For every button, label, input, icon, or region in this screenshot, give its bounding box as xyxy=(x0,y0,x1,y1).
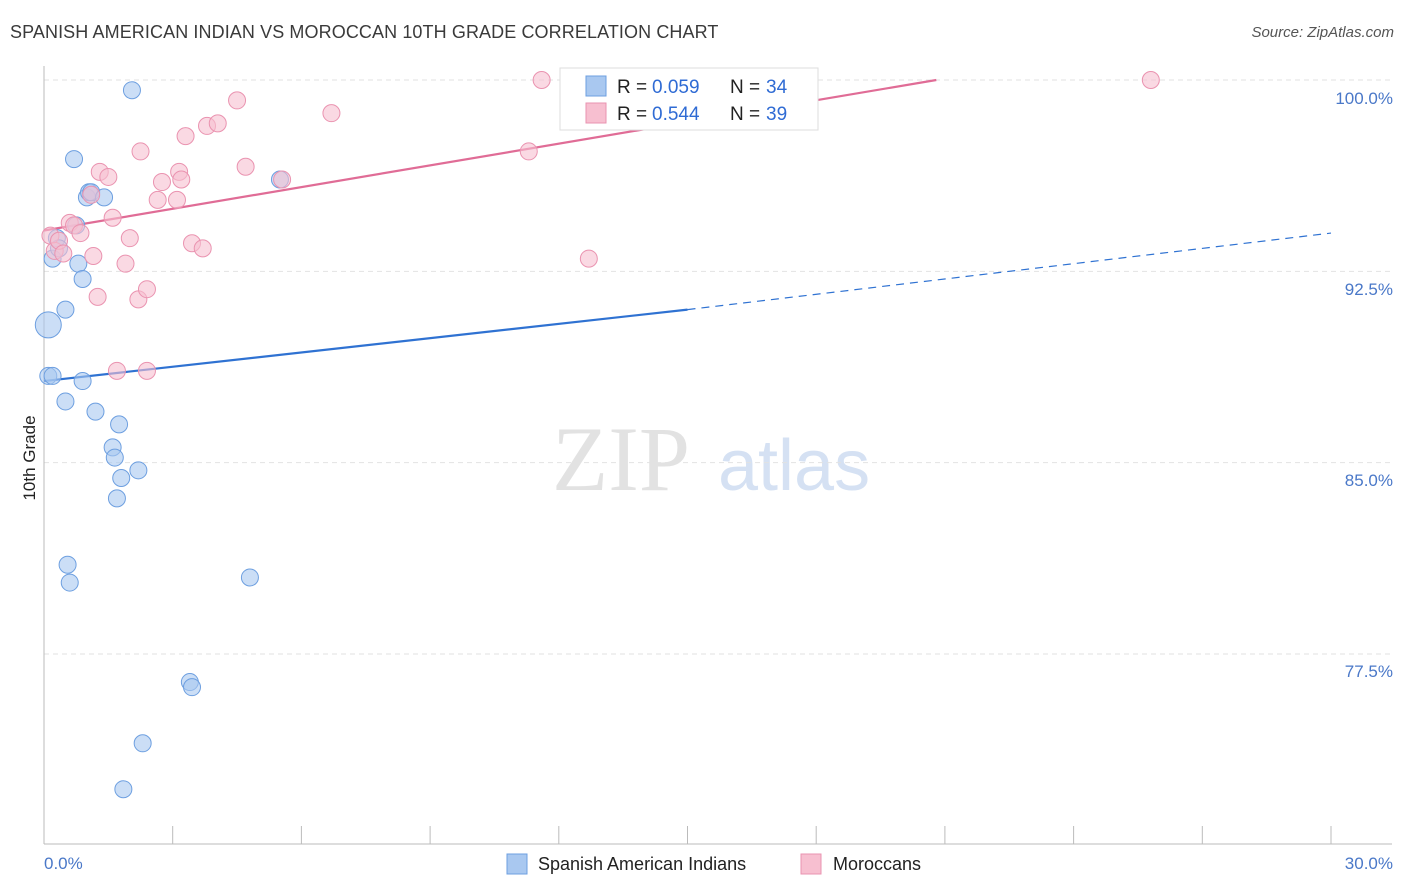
point-spanish-american-indians-29 xyxy=(133,734,152,753)
point-moroccans-33 xyxy=(579,249,598,268)
point-spanish-american-indians-22 xyxy=(107,489,126,508)
point-spanish-american-indians-9 xyxy=(69,254,88,273)
point-moroccans-3 xyxy=(54,244,73,263)
point-moroccans-26 xyxy=(208,114,227,133)
y-tick-label-85: 85.0% xyxy=(1345,471,1393,490)
legend-n-value-pink: 39 xyxy=(766,104,787,125)
point-moroccans-34 xyxy=(107,361,126,380)
x-tick-label-max: 30.0% xyxy=(1345,854,1393,873)
point-moroccans-28 xyxy=(236,157,255,176)
y-tick-label-92-5: 92.5% xyxy=(1345,280,1393,299)
legend-n-label-pink: N = xyxy=(730,104,760,125)
point-spanish-american-indians-20 xyxy=(110,415,129,434)
point-spanish-american-indians-30 xyxy=(114,780,133,799)
point-spanish-american-indians-26 xyxy=(240,568,259,587)
point-spanish-american-indians-15 xyxy=(56,300,75,319)
point-spanish-american-indians-0 xyxy=(34,311,62,339)
point-spanish-american-indians-31 xyxy=(122,81,141,100)
point-moroccans-32 xyxy=(532,71,551,89)
point-moroccans-18 xyxy=(152,173,171,192)
legend-n-label-blue: N = xyxy=(730,77,760,98)
point-spanish-american-indians-5 xyxy=(43,366,62,385)
point-spanish-american-indians-10 xyxy=(73,269,92,288)
point-moroccans-22 xyxy=(176,127,195,146)
bottom-legend-label-pink: Moroccans xyxy=(833,854,921,874)
point-moroccans-12 xyxy=(116,254,135,273)
point-moroccans-37 xyxy=(1141,71,1160,89)
point-spanish-american-indians-6 xyxy=(56,392,75,411)
point-spanish-american-indians-17 xyxy=(86,402,105,421)
point-moroccans-10 xyxy=(99,167,118,186)
legend-swatch-blue xyxy=(585,75,607,97)
y-axis-label: 10th Grade xyxy=(20,415,39,500)
legend-swatch-pink xyxy=(585,102,607,124)
point-moroccans-7 xyxy=(84,247,103,266)
point-moroccans-31 xyxy=(519,142,538,161)
x-tick-label-min: 0.0% xyxy=(44,854,83,873)
series-legend: Spanish American Indians Moroccans xyxy=(506,853,921,875)
point-spanish-american-indians-16 xyxy=(73,372,92,391)
point-spanish-american-indians-23 xyxy=(129,461,148,480)
point-moroccans-35 xyxy=(137,361,156,380)
point-moroccans-21 xyxy=(172,170,191,189)
y-tick-label-77-5: 77.5% xyxy=(1345,662,1393,681)
legend-r-value-blue: 0.059 xyxy=(652,77,700,98)
point-moroccans-11 xyxy=(103,208,122,227)
point-moroccans-16 xyxy=(137,280,156,299)
point-moroccans-6 xyxy=(71,224,90,243)
point-moroccans-29 xyxy=(273,170,292,189)
point-moroccans-8 xyxy=(88,287,107,306)
legend-n-value-blue: 34 xyxy=(766,77,788,98)
source-label: Source: ZipAtlas.com xyxy=(1251,24,1394,41)
point-spanish-american-indians-24 xyxy=(58,555,77,574)
point-moroccans-24 xyxy=(193,239,212,258)
chart-title: SPANISH AMERICAN INDIAN VS MOROCCAN 10TH… xyxy=(10,22,719,42)
y-tick-label-100: 100.0% xyxy=(1335,89,1393,108)
point-moroccans-15 xyxy=(131,142,150,161)
point-moroccans-17 xyxy=(148,190,167,209)
legend-r-label-pink: R = xyxy=(617,104,647,125)
point-moroccans-30 xyxy=(322,104,341,123)
stats-legend: R = 0.059 N = 34 R = 0.544 N = 39 xyxy=(559,67,819,131)
point-spanish-american-indians-19 xyxy=(105,448,124,467)
point-spanish-american-indians-21 xyxy=(112,468,131,487)
watermark-zip: ZIP xyxy=(552,408,690,510)
axes xyxy=(43,66,1392,845)
point-spanish-american-indians-25 xyxy=(60,573,79,592)
point-moroccans-27 xyxy=(228,91,247,110)
point-moroccans-13 xyxy=(120,229,139,248)
point-spanish-american-indians-28 xyxy=(183,678,202,697)
legend-r-label-blue: R = xyxy=(617,77,652,98)
point-spanish-american-indians-7 xyxy=(65,150,84,169)
point-moroccans-19 xyxy=(167,190,186,209)
legend-r-value-pink: 0.544 xyxy=(652,104,700,125)
bottom-legend-label-blue: Spanish American Indians xyxy=(538,854,746,874)
bottom-legend-swatch-pink xyxy=(800,853,822,875)
watermark-atlas: atlas xyxy=(718,426,870,506)
bottom-legend-swatch-blue xyxy=(506,853,528,875)
trend-line-spanish-american-indians-extension xyxy=(687,232,1332,311)
point-moroccans-38 xyxy=(82,185,101,204)
